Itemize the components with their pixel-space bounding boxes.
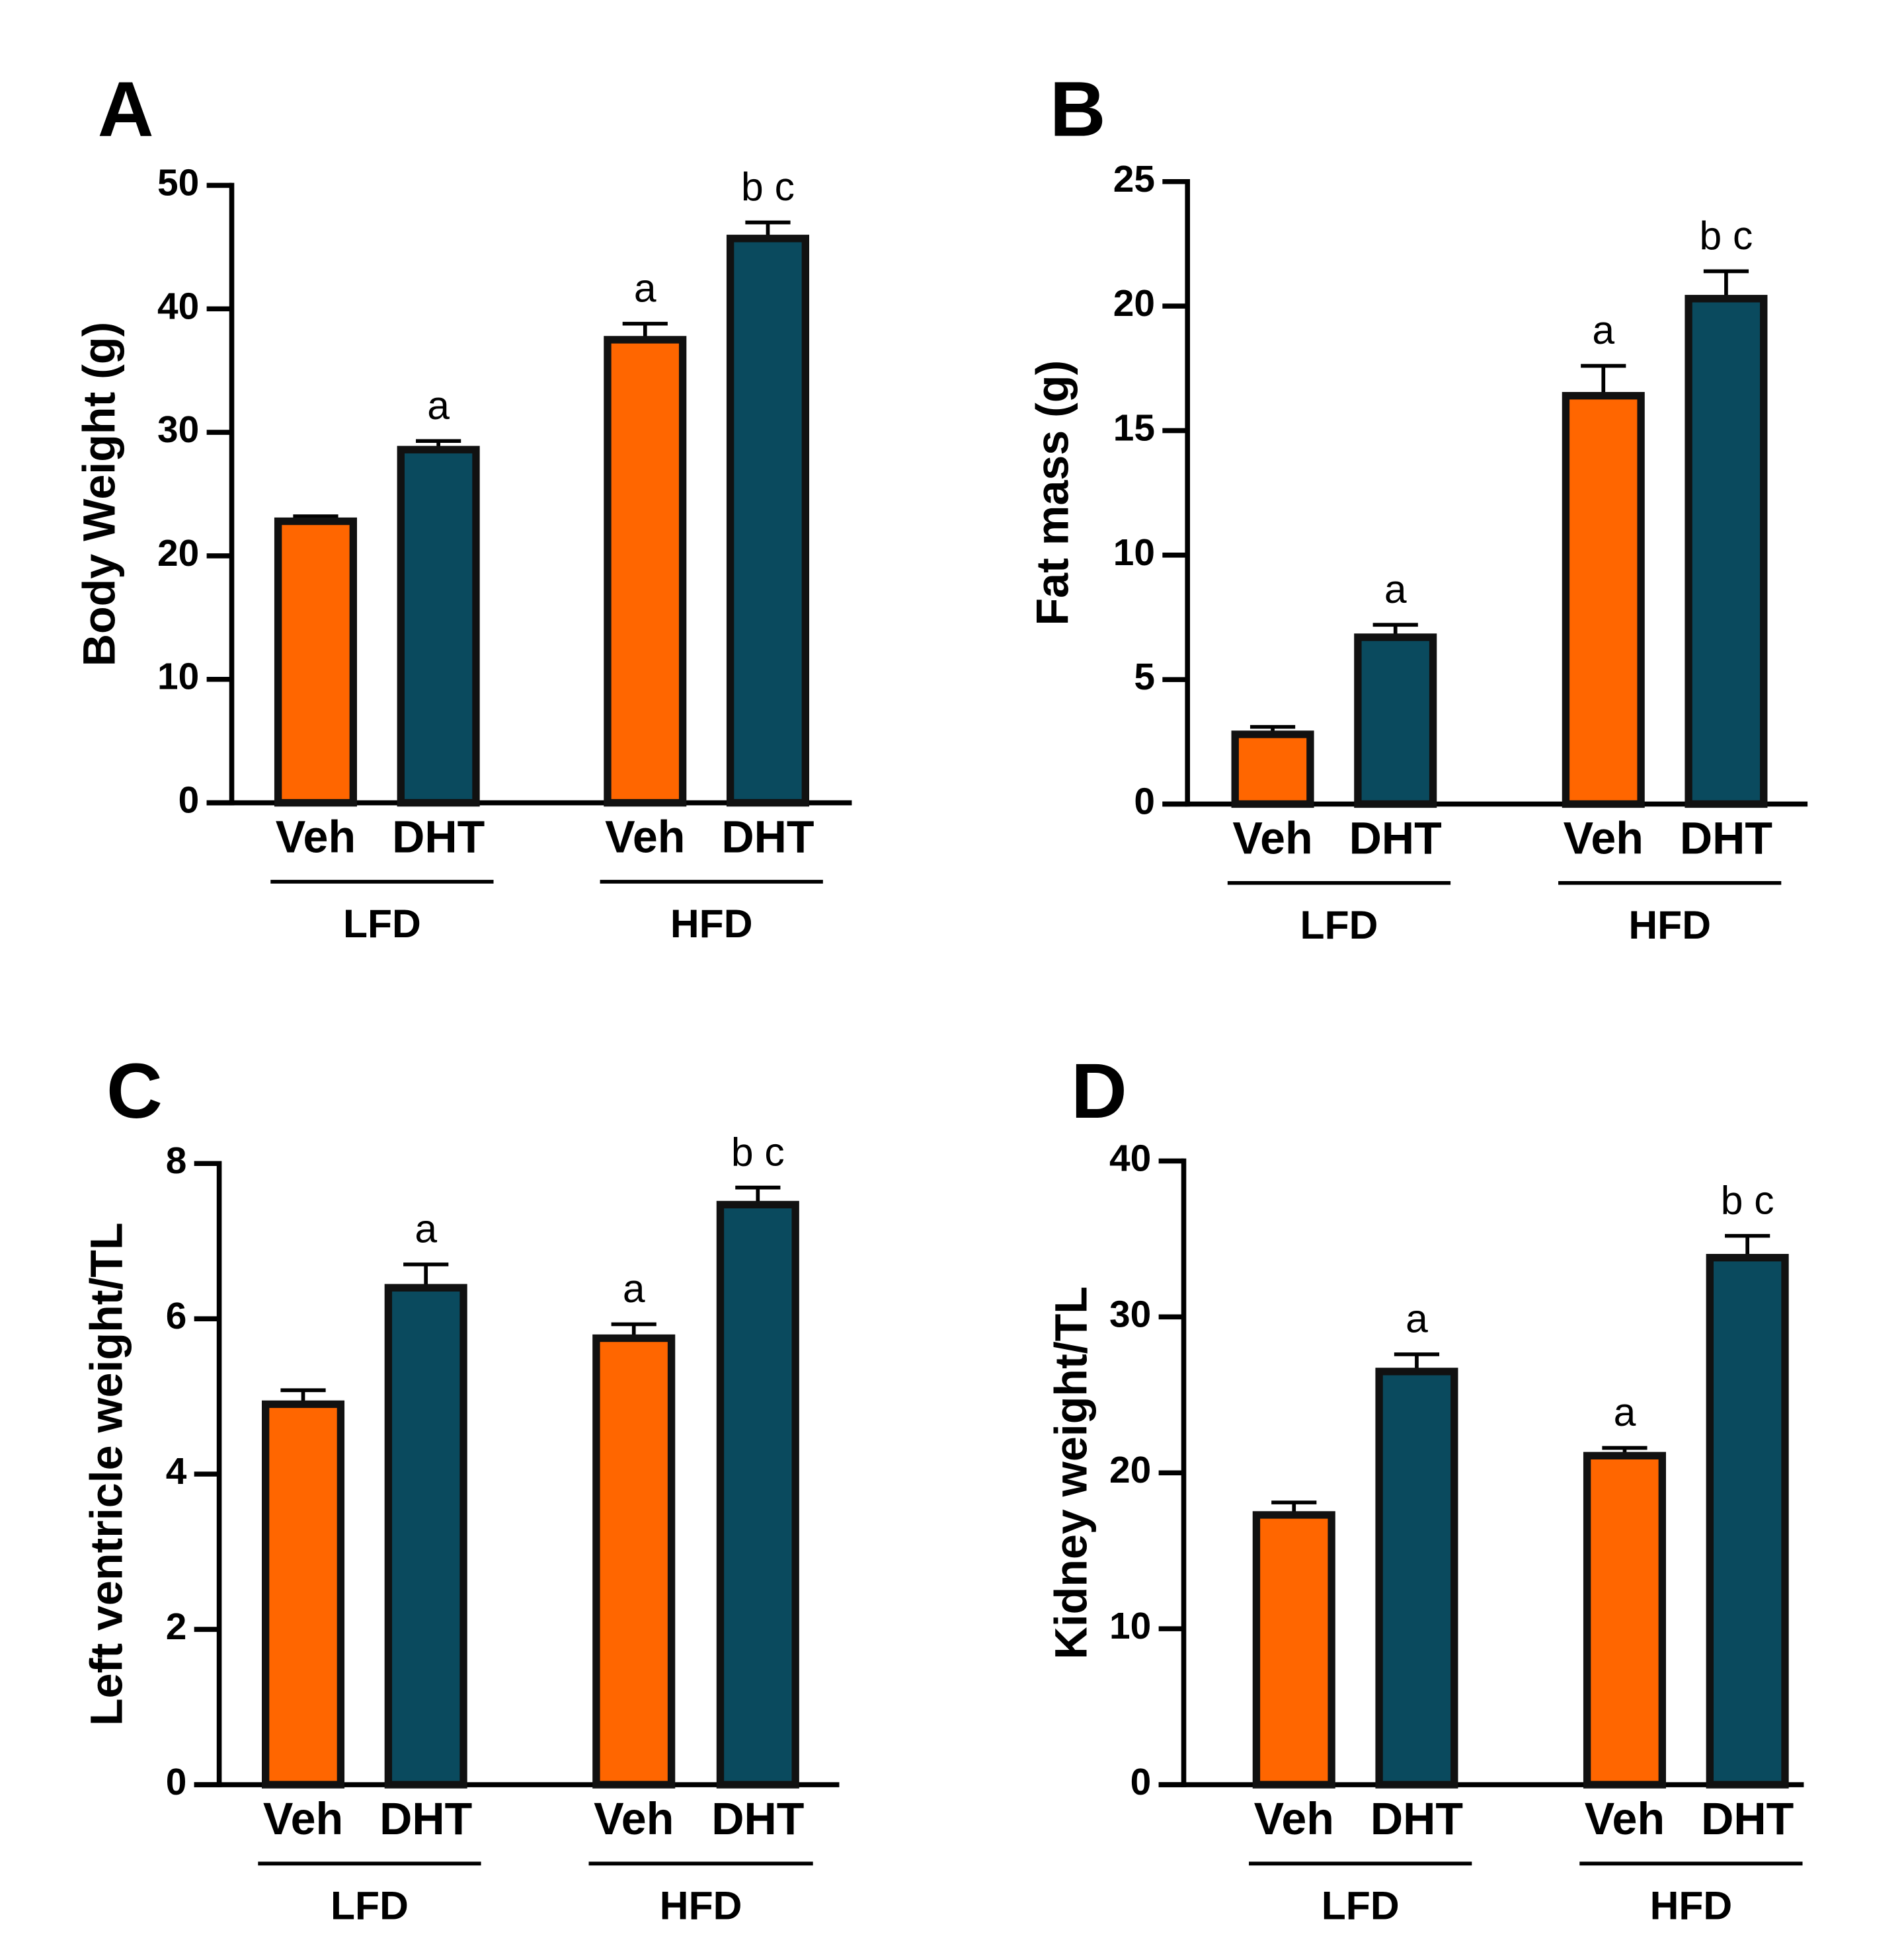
bar (604, 336, 687, 807)
y-axis-label: Fat mass (g) (1027, 360, 1078, 626)
x-tick-label: DHT (1370, 1794, 1463, 1844)
annotation: a (634, 265, 656, 310)
bar (1252, 1511, 1335, 1789)
y-tick-label: 40 (157, 286, 199, 327)
annotation: a (623, 1266, 645, 1311)
group-label: LFD (1300, 902, 1378, 947)
y-axis-label: Left ventricle weight/TL (82, 1222, 132, 1726)
y-tick-label: 10 (157, 656, 199, 698)
x-tick-label: DHT (392, 812, 485, 862)
bar (1685, 295, 1768, 808)
y-axis-label: Body Weight (g) (74, 322, 124, 667)
group-label: HFD (1628, 902, 1711, 947)
y-tick-label: 5 (1134, 656, 1155, 698)
y-tick-label: 20 (157, 533, 199, 574)
annotation: a (1592, 307, 1614, 352)
annotation: b c (1700, 213, 1753, 258)
x-tick-label: Veh (605, 812, 685, 862)
bar (726, 235, 809, 807)
y-tick-label: 15 (1113, 407, 1155, 449)
annotation: a (1384, 566, 1407, 611)
y-tick-label: 0 (166, 1762, 187, 1803)
y-tick-label: 6 (166, 1296, 187, 1337)
bar (592, 1334, 676, 1789)
y-tick-label: 8 (166, 1140, 187, 1182)
x-tick-label: DHT (711, 1794, 804, 1844)
x-tick-label: DHT (1680, 813, 1772, 863)
bar (1375, 1368, 1458, 1789)
x-tick-label: Veh (1564, 813, 1644, 863)
panel-label: B (1050, 65, 1106, 152)
panel-label: C (106, 1048, 163, 1134)
x-tick-label: DHT (1701, 1794, 1794, 1844)
y-tick-label: 2 (166, 1606, 187, 1648)
y-tick-label: 40 (1109, 1138, 1151, 1179)
x-tick-label: Veh (1585, 1794, 1665, 1844)
x-tick-label: Veh (1254, 1794, 1334, 1844)
group-label: HFD (670, 901, 753, 946)
x-tick-label: Veh (276, 812, 356, 862)
x-tick-label: Veh (1232, 813, 1312, 863)
bar (1354, 633, 1437, 808)
x-tick-label: DHT (1349, 813, 1442, 863)
y-tick-label: 20 (1113, 283, 1155, 325)
y-tick-label: 50 (157, 162, 199, 204)
annotation: b c (731, 1129, 785, 1174)
group-label: LFD (1322, 1883, 1400, 1928)
bar (384, 1284, 467, 1789)
annotation: a (415, 1206, 437, 1251)
bar (1562, 392, 1645, 808)
y-tick-label: 4 (166, 1451, 187, 1493)
annotation: a (1614, 1389, 1636, 1434)
x-tick-label: DHT (379, 1794, 472, 1844)
group-label: HFD (660, 1883, 742, 1928)
bar (261, 1400, 345, 1789)
y-tick-label: 20 (1109, 1450, 1151, 1491)
y-tick-label: 30 (1109, 1294, 1151, 1335)
y-tick-label: 10 (1113, 532, 1155, 574)
y-tick-label: 25 (1113, 159, 1155, 200)
group-label: HFD (1650, 1883, 1733, 1928)
annotation: b c (1721, 1177, 1774, 1222)
bar (1583, 1452, 1666, 1789)
x-tick-label: Veh (594, 1794, 674, 1844)
y-tick-label: 30 (157, 409, 199, 451)
y-tick-label: 0 (178, 780, 200, 822)
x-tick-label: Veh (263, 1794, 343, 1844)
bar (716, 1200, 799, 1789)
group-label: LFD (343, 901, 421, 946)
panel-label: D (1071, 1048, 1127, 1134)
y-tick-label: 0 (1134, 781, 1155, 822)
y-axis-label: Kidney weight/TL (1047, 1286, 1097, 1660)
bar (274, 517, 357, 807)
bar (1706, 1254, 1789, 1789)
bar (1231, 730, 1314, 808)
x-tick-label: DHT (721, 812, 814, 862)
annotation: b c (741, 164, 795, 209)
bar (397, 446, 480, 807)
panel-label: A (98, 65, 154, 152)
y-tick-label: 10 (1109, 1606, 1151, 1647)
annotation: a (427, 383, 450, 428)
group-label: LFD (331, 1883, 409, 1928)
y-tick-label: 0 (1130, 1762, 1152, 1803)
annotation: a (1406, 1296, 1428, 1341)
